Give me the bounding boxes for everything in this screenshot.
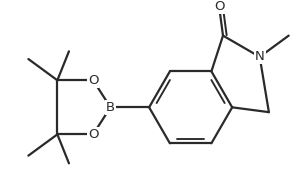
Text: N: N [255,50,264,63]
Text: B: B [106,101,115,114]
Text: O: O [88,128,98,141]
Text: O: O [88,74,98,87]
Text: O: O [214,0,224,13]
